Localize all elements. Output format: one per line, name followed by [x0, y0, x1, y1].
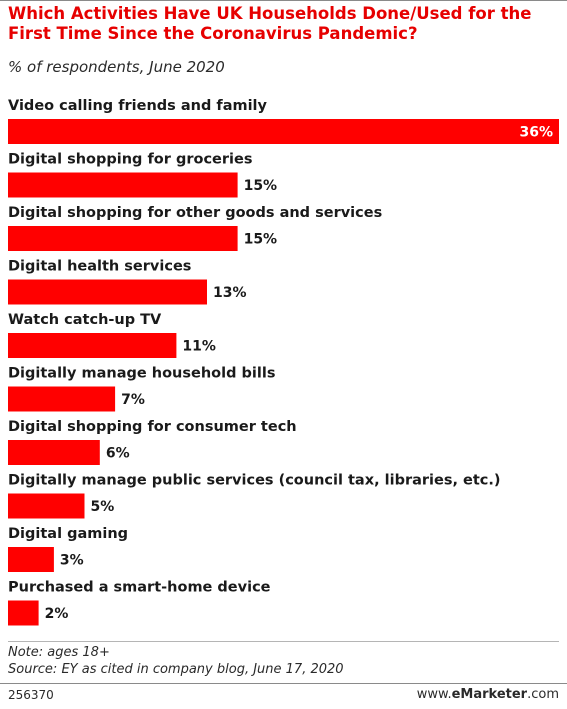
value-label: 3%	[60, 553, 84, 569]
category-label: Digital health services	[8, 259, 191, 275]
category-label: Digitally manage household bills	[8, 366, 275, 382]
bar	[8, 333, 177, 358]
value-label: 36%	[519, 125, 553, 141]
bar	[8, 119, 559, 144]
bar	[8, 493, 85, 519]
value-label: 5%	[91, 499, 115, 515]
bar	[8, 226, 238, 251]
category-label: Purchased a smart-home device	[8, 580, 271, 596]
value-label: 15%	[244, 232, 278, 248]
brand-prefix: www.	[416, 687, 452, 702]
bar-chart: Video calling friends and family 36% Digit…	[8, 98, 559, 626]
footer-rule	[8, 641, 559, 642]
value-label: 13%	[213, 285, 247, 301]
category-label: Watch catch-up TV	[8, 312, 162, 328]
category-label: Digital shopping for groceries	[8, 152, 252, 168]
bar	[8, 600, 39, 626]
chart-note: Note: ages 18+	[8, 645, 110, 660]
chart-subtitle: % of respondents, June 2020	[8, 58, 225, 76]
brand-suffix: .com	[527, 687, 559, 702]
brand-name: eMarketer	[451, 687, 528, 702]
category-label: Digitally manage public services (counci…	[8, 473, 501, 489]
category-label: Digital shopping for other goods and ser…	[8, 205, 382, 221]
bar	[8, 172, 238, 198]
category-label: Video calling friends and family	[8, 98, 268, 114]
value-label: 11%	[182, 339, 216, 355]
chart-id: 256370	[8, 688, 54, 702]
chart-title: Which Activities Have UK Households Done…	[8, 4, 532, 43]
value-label: 7%	[121, 392, 145, 408]
value-label: 2%	[45, 606, 69, 622]
category-label: Digital shopping for consumer tech	[8, 419, 297, 435]
bar	[8, 440, 100, 465]
category-label: Digital gaming	[8, 526, 128, 542]
bottom-rule	[0, 683, 567, 684]
chart-source: Source: EY as cited in company blog, Jun…	[8, 662, 344, 677]
bar	[8, 547, 54, 572]
value-label: 6%	[106, 446, 130, 462]
bar	[8, 279, 207, 305]
value-label: 15%	[244, 178, 278, 194]
top-rule	[0, 0, 567, 1]
brand-url[interactable]: www.eMarketer.com	[417, 687, 559, 702]
bar	[8, 386, 116, 412]
